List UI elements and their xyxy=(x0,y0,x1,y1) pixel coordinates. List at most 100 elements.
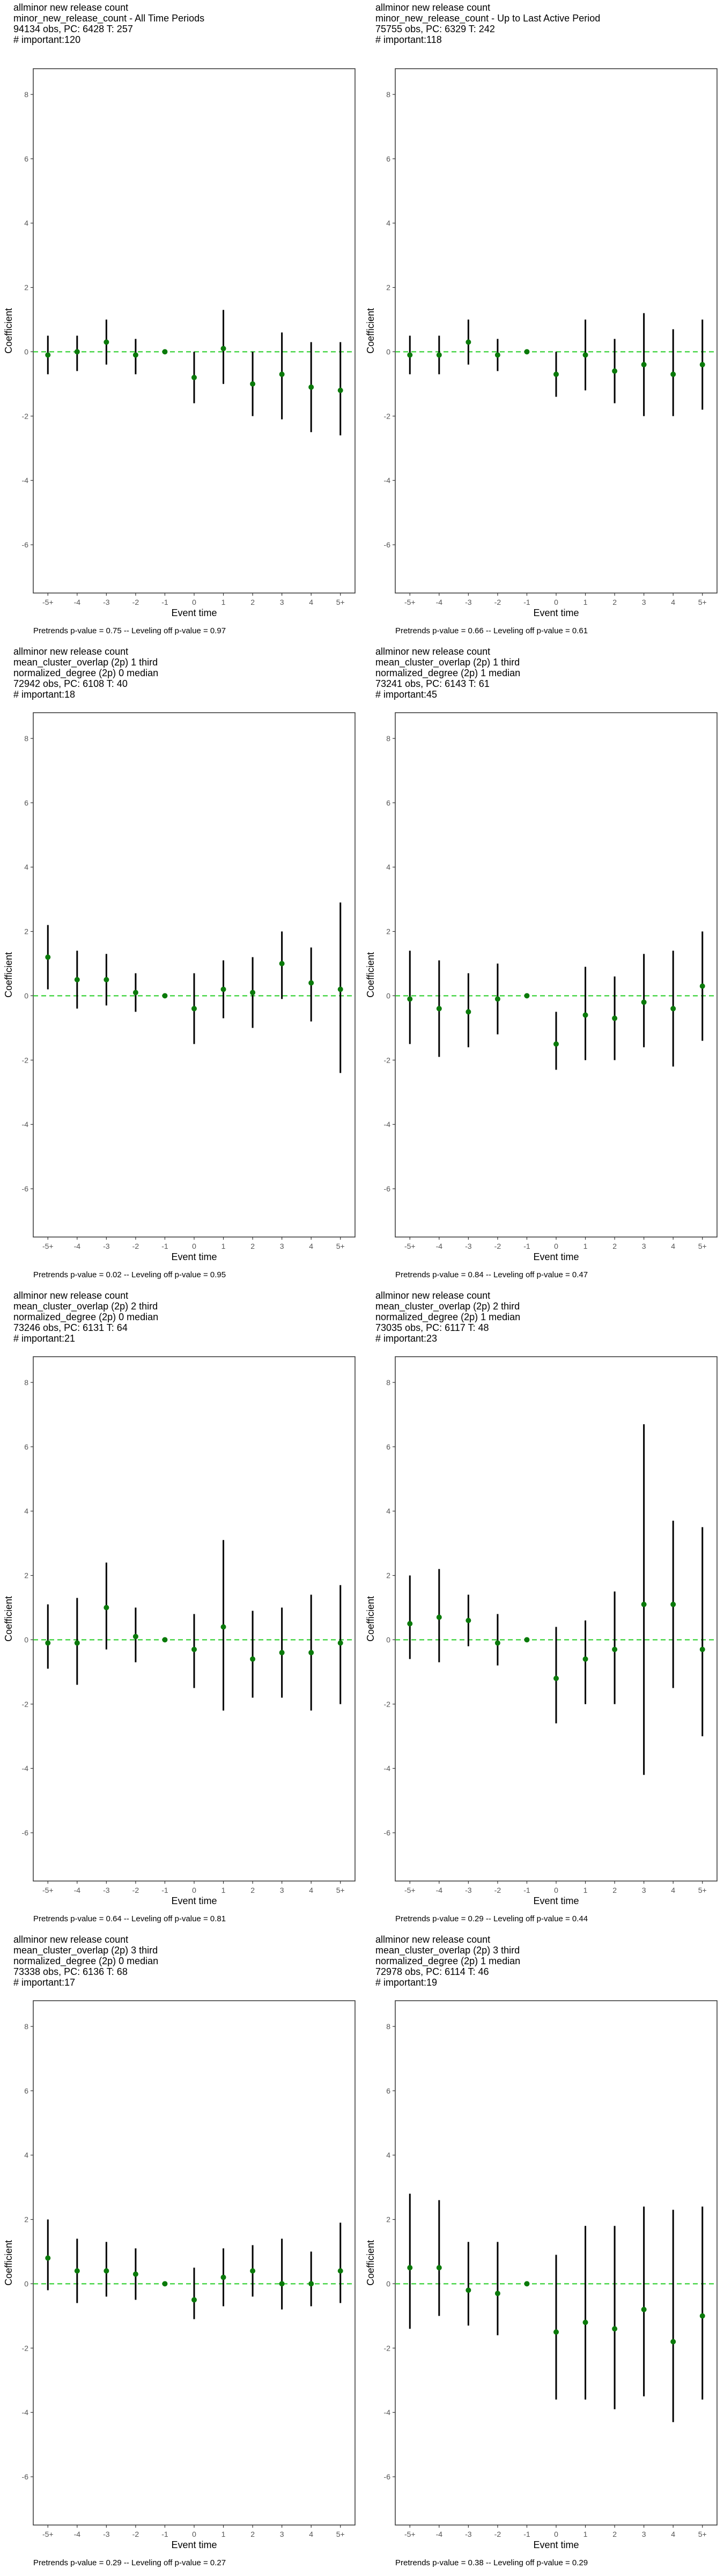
data-point xyxy=(308,384,314,390)
y-tick-label: 8 xyxy=(24,1378,28,1387)
y-tick-label: 2 xyxy=(386,927,390,936)
x-axis-label: Event time xyxy=(171,1896,217,1906)
y-tick-label: 4 xyxy=(386,1507,390,1516)
x-tick-label: -3 xyxy=(465,2530,472,2538)
data-point xyxy=(74,349,80,355)
x-tick-label: 2 xyxy=(612,2530,617,2538)
x-tick-label: -4 xyxy=(74,1242,81,1250)
x-tick-label: 1 xyxy=(221,598,226,606)
x-tick-label: 4 xyxy=(671,1242,675,1250)
data-point xyxy=(553,1041,559,1047)
x-axis-label: Event time xyxy=(533,1252,579,1262)
data-point xyxy=(524,993,530,999)
y-tick-label: -4 xyxy=(384,1120,391,1129)
x-tick-label: 2 xyxy=(250,1886,255,1894)
y-tick-label: 2 xyxy=(386,1571,390,1580)
chart-svg: allminor new release count minor_new_rele… xyxy=(3,2,356,635)
data-point xyxy=(407,352,413,358)
data-point xyxy=(132,990,138,996)
x-tick-label: 3 xyxy=(280,1242,284,1250)
x-tick-label: -4 xyxy=(436,2530,443,2538)
data-point xyxy=(612,2326,618,2332)
x-tick-label: -1 xyxy=(523,598,530,606)
y-tick-label: -2 xyxy=(22,412,29,420)
data-point xyxy=(494,996,500,1002)
data-point xyxy=(162,1637,168,1643)
y-tick-label: -2 xyxy=(22,1700,29,1708)
y-tick-label: -4 xyxy=(384,1764,391,1773)
data-point xyxy=(220,2274,226,2280)
x-tick-label: -2 xyxy=(132,598,139,606)
chart-svg: allminor new release count mean_cluster_o… xyxy=(3,1290,356,1923)
data-point xyxy=(407,2265,413,2271)
y-tick-label: 6 xyxy=(386,2087,390,2095)
y-tick-label: -4 xyxy=(22,1120,29,1129)
data-point xyxy=(74,977,80,983)
chart-svg: allminor new release count mean_cluster_o… xyxy=(365,1290,718,1923)
x-tick-label: -3 xyxy=(103,1886,110,1894)
data-point xyxy=(436,1006,442,1012)
x-tick-label: -4 xyxy=(436,1242,443,1250)
x-tick-label: -4 xyxy=(74,2530,81,2538)
x-axis-label: Event time xyxy=(533,1896,579,1906)
chart-title: allminor new release count mean_cluster_o… xyxy=(375,1290,520,1344)
x-tick-label: 2 xyxy=(612,1242,617,1250)
y-axis-label: Coefficient xyxy=(3,308,14,354)
x-tick-label: 5+ xyxy=(698,2530,707,2538)
data-point xyxy=(308,1650,314,1656)
x-tick-label: -1 xyxy=(523,1886,530,1894)
x-tick-label: 1 xyxy=(583,598,588,606)
x-tick-label: 5+ xyxy=(698,1242,707,1250)
x-tick-label: -1 xyxy=(161,1886,168,1894)
x-tick-label: 3 xyxy=(280,2530,284,2538)
data-point xyxy=(74,1640,80,1646)
x-tick-label: -2 xyxy=(132,1242,139,1250)
data-point xyxy=(279,371,285,377)
data-point xyxy=(250,990,256,996)
x-tick-label: 0 xyxy=(554,598,558,606)
y-axis-label: Coefficient xyxy=(3,1596,14,1642)
x-axis-label: Event time xyxy=(171,608,217,618)
y-axis-label: Coefficient xyxy=(365,1596,376,1642)
data-point xyxy=(641,2307,647,2312)
y-tick-label: 6 xyxy=(24,1443,28,1451)
x-tick-label: 5+ xyxy=(698,598,707,606)
data-point xyxy=(670,1006,676,1012)
x-tick-label: -1 xyxy=(161,1242,168,1250)
y-tick-label: -2 xyxy=(384,1700,391,1708)
y-tick-label: -2 xyxy=(384,2344,391,2352)
y-tick-label: 2 xyxy=(24,2215,28,2224)
data-point xyxy=(220,1624,226,1630)
chart-title: allminor new release count mean_cluster_o… xyxy=(375,1934,520,1988)
x-tick-label: 0 xyxy=(192,598,196,606)
y-tick-label: 4 xyxy=(24,863,28,872)
data-point xyxy=(337,387,343,393)
data-point xyxy=(250,1656,256,1662)
x-tick-label: 2 xyxy=(612,598,617,606)
data-point xyxy=(74,2268,80,2274)
y-tick-label: -6 xyxy=(384,540,391,549)
data-point xyxy=(524,1637,530,1643)
x-axis-label: Event time xyxy=(533,2540,579,2550)
data-point xyxy=(162,349,168,355)
chart-title: allminor new release count minor_new_rele… xyxy=(13,2,204,45)
chart-panel-7: allminor new release count mean_cluster_o… xyxy=(0,1932,362,2576)
chart-title: allminor new release count minor_new_rele… xyxy=(375,2,600,45)
data-point xyxy=(337,2268,343,2274)
x-tick-label: 2 xyxy=(250,1242,255,1250)
data-point xyxy=(699,362,705,368)
data-point xyxy=(612,1646,618,1652)
data-point xyxy=(220,346,226,352)
y-tick-label: 8 xyxy=(24,90,28,99)
x-tick-label: 0 xyxy=(554,1242,558,1250)
data-point xyxy=(524,349,530,355)
y-axis-label: Coefficient xyxy=(365,952,376,998)
data-point xyxy=(436,2265,442,2271)
x-tick-label: -4 xyxy=(436,1886,443,1894)
x-tick-label: 0 xyxy=(192,1242,196,1250)
x-tick-label: 1 xyxy=(221,1886,226,1894)
chart-svg: allminor new release count minor_new_rele… xyxy=(365,2,718,635)
chart-panel-2: allminor new release count minor_new_rele… xyxy=(362,0,724,644)
y-tick-label: 0 xyxy=(386,991,390,1000)
y-tick-label: 8 xyxy=(24,734,28,743)
